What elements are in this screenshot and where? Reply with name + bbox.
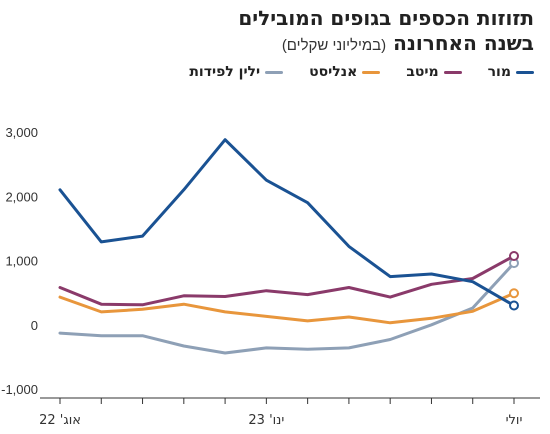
legend-item-yelin-lapidot: ילין לפידות xyxy=(189,64,284,80)
chart-title: תזוזות הכספים בגופים המובילים בשנה האחרו… xyxy=(14,6,534,58)
legend-swatch-analyst xyxy=(362,70,381,74)
legend-item-mor: מור xyxy=(488,64,534,80)
legend-swatch-yelin-lapidot xyxy=(265,70,284,74)
chart-subtitle: (במיליוני שקלים) xyxy=(281,37,387,54)
legend-label-analyst: אנליסט xyxy=(309,64,358,80)
chart-title-line1: תזוזות הכספים בגופים המובילים xyxy=(238,6,534,30)
legend-swatch-meitav xyxy=(443,70,462,74)
legend-item-meitav: מיטב xyxy=(406,64,462,80)
y-tick-label: 0 xyxy=(31,318,38,333)
legend-item-analyst: אנליסט xyxy=(309,64,381,80)
legend: מור מיטב אנליסט ילין לפידות xyxy=(189,64,534,80)
chart-title-line2-text: בשנה האחרונה xyxy=(393,31,534,55)
y-tick-label: 2,000 xyxy=(5,189,38,204)
series-end-point xyxy=(509,251,519,262)
legend-label-mor: מור xyxy=(487,64,511,80)
series-line-meitav xyxy=(58,254,516,307)
x-tick-label: יולי xyxy=(506,413,523,428)
y-tick-label: 3,000 xyxy=(5,125,38,140)
x-tick-label: ינו' 23 xyxy=(248,413,284,428)
series-line-analyst xyxy=(58,291,516,325)
series-end-point xyxy=(509,288,519,299)
x-tick-label: אוג' 22 xyxy=(39,413,81,428)
series-line-yelin-lapidot xyxy=(58,261,516,355)
series-line-mor xyxy=(58,138,516,307)
y-tick-label: 1,000 xyxy=(5,254,38,269)
legend-label-yelin-lapidot: ילין לפידות xyxy=(189,64,261,80)
series-end-point xyxy=(509,300,519,311)
legend-swatch-mor xyxy=(516,70,534,74)
legend-label-meitav: מיטב xyxy=(406,64,439,80)
chart-title-line2: בשנה האחרונה (במיליוני שקלים) xyxy=(14,31,534,58)
y-tick-label: -1,000 xyxy=(1,382,38,397)
